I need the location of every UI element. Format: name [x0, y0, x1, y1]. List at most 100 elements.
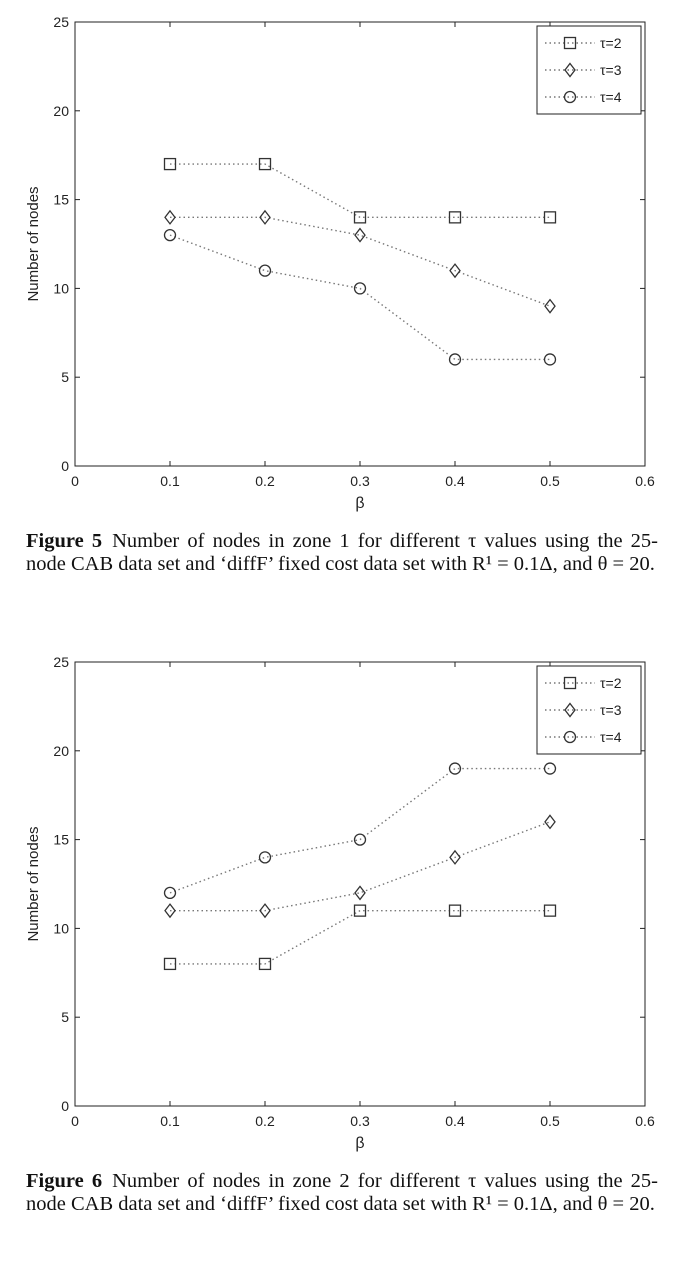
data-point [448, 211, 462, 224]
figure-5-caption: Figure 5 Number of nodes in zone 1 for di… [26, 530, 658, 576]
legend-label: τ=2 [600, 35, 622, 51]
y-tick-label: 20 [53, 103, 69, 119]
data-point [258, 264, 272, 277]
y-tick-label: 20 [53, 743, 69, 759]
legend-label: τ=3 [600, 702, 622, 718]
data-point [353, 833, 367, 846]
series-2 [164, 209, 556, 314]
data-point [544, 814, 556, 830]
y-tick-label: 25 [53, 654, 69, 670]
legend-item: τ=2 [545, 35, 622, 51]
y-tick-label: 10 [53, 920, 69, 936]
x-tick-label: 0.2 [255, 1113, 275, 1129]
series-line [170, 216, 551, 307]
y-axis-label: Number of nodes [25, 186, 42, 301]
data-point [163, 886, 177, 900]
legend-marker [564, 702, 576, 718]
series-1 [163, 904, 557, 971]
legend-item: τ=2 [545, 675, 622, 691]
x-tick-label: 0.1 [160, 1113, 180, 1129]
data-point [258, 157, 272, 171]
series-3 [163, 762, 557, 900]
data-point [164, 209, 176, 225]
legend-item: τ=3 [545, 702, 622, 718]
data-point [543, 211, 557, 224]
legend: τ=2 τ=3 τ=4 [536, 665, 642, 755]
chart-figure-6: 0 0.1 0.2 0.3 0.4 0.5 0.6 0 5 10 15 20 25 β Number of … [25, 654, 655, 1152]
figure-5: 0 0.1 0.2 0.3 0.4 0.5 0.6 0 5 10 15 20 25 β Number of … [0, 0, 682, 525]
x-tick-label: 0.6 [635, 473, 655, 489]
figure-6: 0 0.1 0.2 0.3 0.4 0.5 0.6 0 5 10 15 20 25 β Number of … [0, 640, 682, 1165]
legend-item: τ=4 [545, 729, 622, 745]
series-2 [164, 814, 556, 919]
data-point [354, 227, 366, 243]
data-point [163, 157, 177, 171]
data-point [448, 353, 462, 366]
legend-item: τ=4 [545, 89, 622, 105]
x-tick-label: 0 [71, 1113, 79, 1129]
legend: τ=2 τ=3 τ=4 [536, 25, 642, 115]
y-axis-label: Number of nodes [25, 826, 42, 941]
x-axis-label: β [355, 495, 364, 512]
figure-6-caption-text: Number of nodes in zone 2 for different … [26, 1170, 658, 1215]
figure-6-label: Figure 6 [26, 1170, 103, 1192]
x-tick-label: 0.4 [445, 1113, 465, 1129]
data-point [544, 298, 556, 314]
series-line [170, 821, 551, 912]
figure-5-label: Figure 5 [26, 530, 103, 552]
legend-label: τ=3 [600, 62, 622, 78]
data-point [354, 885, 366, 901]
x-tick-label: 0.3 [350, 1113, 370, 1129]
x-tick-label: 0 [71, 473, 79, 489]
series-1 [163, 157, 557, 224]
legend-item: τ=3 [545, 62, 622, 78]
series-3 [163, 228, 557, 366]
data-point [259, 209, 271, 225]
x-tick-label: 0.6 [635, 1113, 655, 1129]
data-point [258, 851, 272, 864]
legend-marker [563, 730, 577, 744]
data-point [164, 903, 176, 919]
data-point [353, 904, 367, 917]
data-point [448, 762, 462, 775]
x-tick-label: 0.5 [540, 473, 560, 489]
legend-marker [563, 90, 577, 104]
x-tick-label: 0.5 [540, 1113, 560, 1129]
y-tick-label: 5 [61, 1009, 69, 1025]
data-point [543, 353, 557, 366]
series-line [170, 909, 550, 965]
data-point [449, 849, 461, 865]
y-tick-label: 25 [53, 14, 69, 30]
y-tick-label: 15 [53, 832, 69, 848]
series-line [169, 234, 550, 361]
data-point [448, 904, 462, 917]
y-tick-label: 0 [61, 458, 69, 474]
x-tick-label: 0.3 [350, 473, 370, 489]
legend-label: τ=4 [600, 89, 622, 105]
legend-box [536, 665, 642, 755]
data-point [353, 282, 367, 295]
data-point [163, 228, 177, 242]
legend-marker [564, 62, 576, 78]
data-point [259, 903, 271, 919]
legend-marker [563, 676, 577, 690]
x-tick-label: 0.1 [160, 473, 180, 489]
x-tick-label: 0.4 [445, 473, 465, 489]
y-tick-label: 10 [53, 280, 69, 296]
x-axis-label: β [355, 1135, 364, 1152]
y-tick-label: 15 [53, 192, 69, 208]
legend-marker [563, 36, 577, 50]
series-line [170, 163, 550, 219]
y-tick-label: 5 [61, 369, 69, 385]
data-point [543, 904, 557, 917]
figure-5-caption-text: Number of nodes in zone 1 for different … [26, 530, 658, 575]
legend-label: τ=2 [600, 675, 622, 691]
legend-box [536, 25, 642, 115]
figure-6-caption: Figure 6 Number of nodes in zone 2 for di… [26, 1170, 658, 1216]
y-tick-label: 0 [61, 1098, 69, 1114]
x-tick-label: 0.2 [255, 473, 275, 489]
series-line [169, 767, 550, 894]
data-point [258, 957, 272, 971]
chart-figure-5: 0 0.1 0.2 0.3 0.4 0.5 0.6 0 5 10 15 20 25 β Number of … [25, 14, 655, 512]
legend-label: τ=4 [600, 729, 622, 745]
